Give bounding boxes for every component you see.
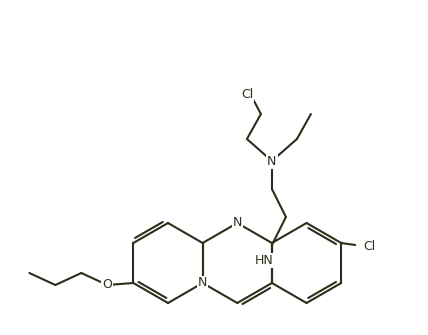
Text: Cl: Cl bbox=[241, 87, 253, 100]
Text: Cl: Cl bbox=[363, 241, 375, 254]
Text: HN: HN bbox=[255, 254, 273, 267]
Text: O: O bbox=[102, 278, 112, 291]
Text: N: N bbox=[198, 276, 207, 289]
Text: N: N bbox=[267, 154, 276, 168]
Text: N: N bbox=[232, 216, 242, 229]
